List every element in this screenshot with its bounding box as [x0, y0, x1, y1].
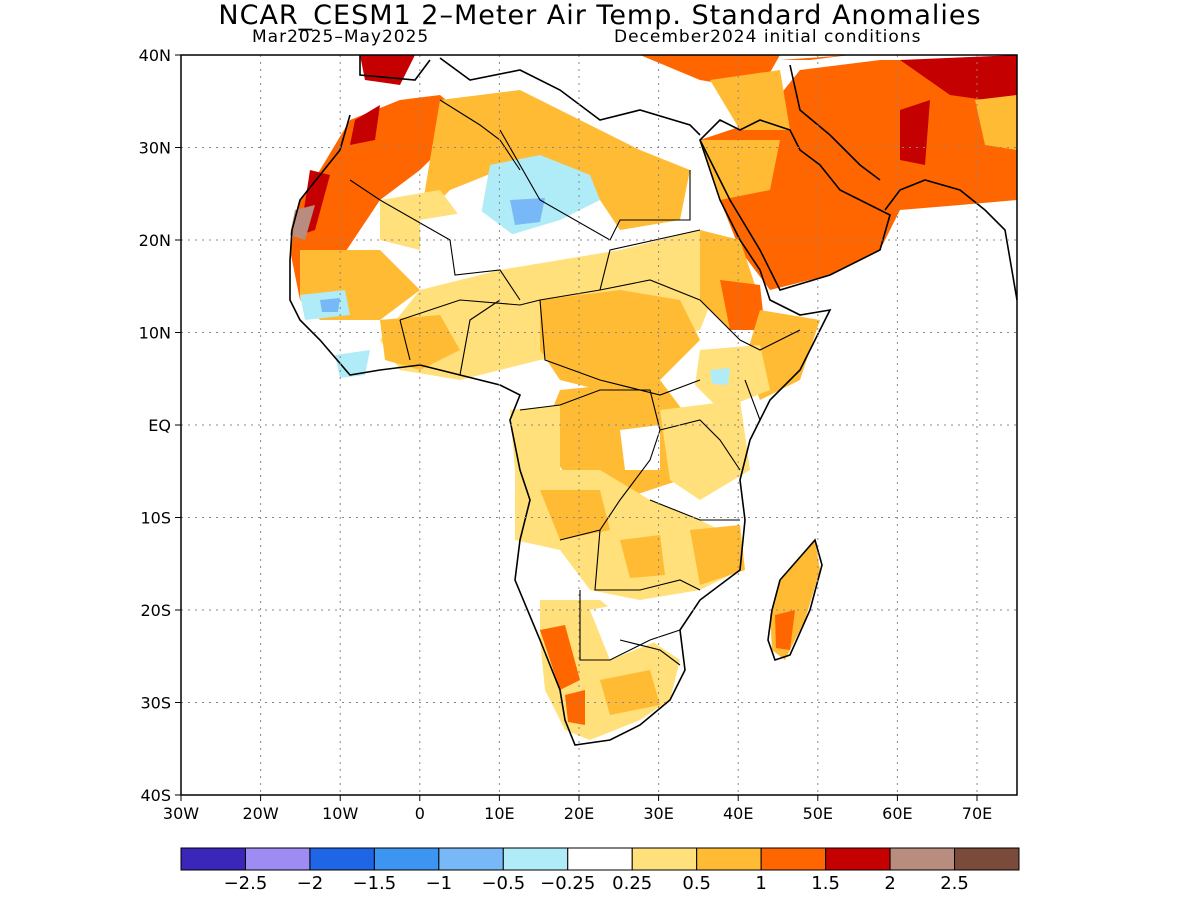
colorbar-swatch — [631, 847, 698, 871]
colorbar-label: −0.25 — [540, 873, 596, 894]
colorbar-label: −2.5 — [223, 873, 268, 894]
colorbar-swatch — [760, 847, 827, 871]
colorbar-label: 2 — [884, 873, 896, 894]
colorbar-label: 1 — [755, 873, 767, 894]
colorbar-label: 2.5 — [940, 873, 969, 894]
colorbar — [180, 847, 1020, 871]
lon-label: 10W — [322, 804, 358, 823]
coastlines — [289, 55, 1018, 746]
colorbar-label: 1.5 — [811, 873, 840, 894]
colorbar-swatch — [825, 847, 891, 871]
colorbar-swatch — [309, 847, 375, 871]
initial-conditions: December2024 initial conditions — [614, 27, 922, 47]
colorbar-swatch — [244, 847, 311, 871]
anomaly-shading — [290, 55, 1017, 740]
colorbar-label: −0.5 — [481, 873, 526, 894]
colorbar-swatch — [180, 847, 246, 871]
lat-label: 40S — [140, 786, 171, 805]
lat-label: 30N — [139, 139, 171, 158]
lon-label: 30W — [163, 804, 199, 823]
colorbar-swatch — [502, 847, 569, 871]
colorbar-label: 0.5 — [682, 873, 712, 894]
colorbar-label: −1.5 — [352, 873, 397, 894]
graticule — [181, 55, 1017, 795]
colorbar-swatch — [954, 847, 1020, 871]
lon-label: 0 — [415, 804, 425, 823]
lat-label: 30S — [140, 694, 171, 713]
map-title: NCAR_CESM1 2–Meter Air Temp. Standard An… — [218, 0, 982, 31]
colorbar-swatch — [567, 847, 633, 871]
lon-label: 60E — [882, 804, 912, 823]
colorbar-label: −2 — [296, 873, 324, 894]
lat-label: 10S — [140, 509, 171, 528]
lat-label: 20S — [140, 601, 171, 620]
lon-label: 30E — [643, 804, 673, 823]
lon-label: 20W — [243, 804, 279, 823]
lat-label: 10N — [139, 324, 171, 343]
lon-label: 10E — [484, 804, 514, 823]
lon-label: 20E — [564, 804, 594, 823]
colorbar-label: −1 — [425, 873, 453, 894]
country-borders — [349, 99, 801, 666]
lon-label: 70E — [962, 804, 992, 823]
lat-label: 20N — [139, 231, 171, 250]
colorbar-label: 0.25 — [612, 873, 653, 894]
colorbar-swatch — [696, 847, 762, 871]
lon-label: 50E — [803, 804, 833, 823]
lon-label: 40E — [723, 804, 753, 823]
forecast-period: Mar2025–May2025 — [252, 27, 430, 47]
colorbar-swatch — [438, 847, 504, 871]
colorbar-swatch — [889, 847, 956, 871]
lat-label: 40N — [139, 46, 171, 65]
colorbar-swatch — [373, 847, 440, 871]
lat-label: EQ — [148, 416, 171, 435]
